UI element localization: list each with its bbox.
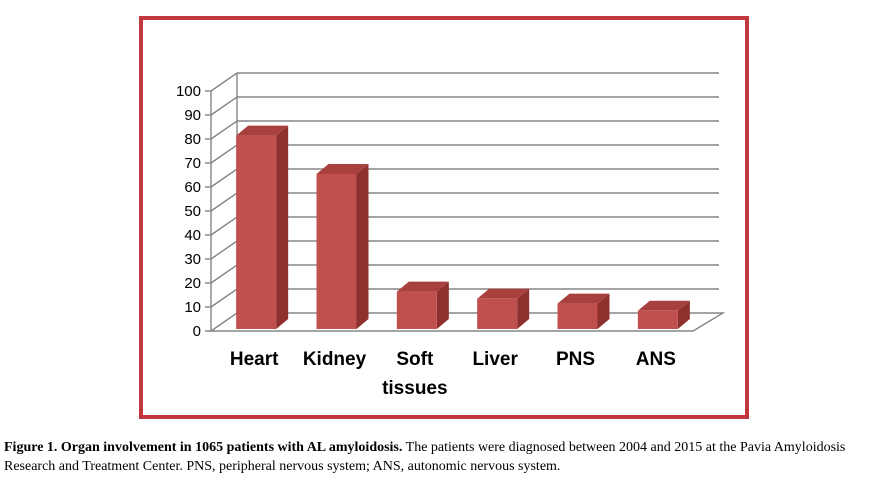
gridline-depth — [210, 192, 238, 212]
y-tick-label: 0 — [193, 323, 201, 340]
x-category-label: tissues — [382, 378, 447, 399]
x-category-label: ANS — [636, 349, 676, 370]
y-tick-label: 40 — [184, 227, 201, 244]
caption-text: The patients were diagnosed between 2004… — [4, 440, 846, 474]
bar-side — [517, 288, 530, 329]
x-category-label: Heart — [230, 349, 279, 370]
gridline-depth — [210, 168, 238, 188]
y-tick-label: 50 — [184, 203, 201, 220]
x-category-label: Liver — [472, 349, 518, 370]
y-tick-label: 70 — [184, 155, 201, 172]
bar — [236, 135, 277, 329]
bar — [396, 291, 437, 329]
gridline-depth — [210, 216, 238, 236]
bar-top — [236, 125, 289, 136]
y-tick-label: 20 — [184, 275, 201, 292]
bar — [557, 303, 598, 329]
y-tick-label: 100 — [176, 83, 201, 100]
bar-top — [557, 293, 610, 304]
caption-title: Figure 1. Organ involvement in 1065 pati… — [4, 440, 403, 455]
bar — [637, 310, 678, 329]
bar-side — [356, 164, 369, 329]
bar-top — [396, 281, 449, 292]
bar-top — [316, 164, 369, 174]
bar-side — [677, 300, 690, 329]
bar-chart: 0 10 20 30 40 50 60 70 80 90 100 Heart Kidney Soft tis… — [176, 72, 726, 399]
gridline-depth — [210, 240, 238, 260]
gridline-depth — [210, 120, 238, 140]
figure-caption: Figure 1. Organ involvement in 1065 pati… — [4, 438, 892, 476]
bar — [316, 174, 357, 329]
gridline-depth — [210, 72, 238, 92]
bar-side — [597, 293, 610, 329]
y-tick-label: 80 — [184, 131, 201, 148]
chart-frame: 0 10 20 30 40 50 60 70 80 90 100 Heart Kidney Soft tis… — [139, 16, 749, 419]
x-category-label: PNS — [556, 349, 595, 370]
bar — [477, 298, 518, 329]
chart-floor — [208, 312, 726, 332]
y-tick-label: 30 — [184, 251, 201, 268]
x-category-label: Kidney — [303, 349, 367, 370]
y-tick-label: 60 — [184, 179, 201, 196]
bar-side — [276, 125, 289, 329]
gridline-depth — [210, 144, 238, 164]
x-category-label: Soft — [396, 349, 434, 370]
bar-top — [637, 300, 690, 311]
bar-top — [477, 288, 530, 299]
gridline-depth — [210, 288, 238, 308]
gridline-depth — [210, 264, 238, 284]
y-tick-label: 90 — [184, 107, 201, 124]
gridline-depth — [210, 96, 238, 116]
y-tick-label: 10 — [184, 299, 201, 316]
bar-side — [436, 281, 449, 329]
